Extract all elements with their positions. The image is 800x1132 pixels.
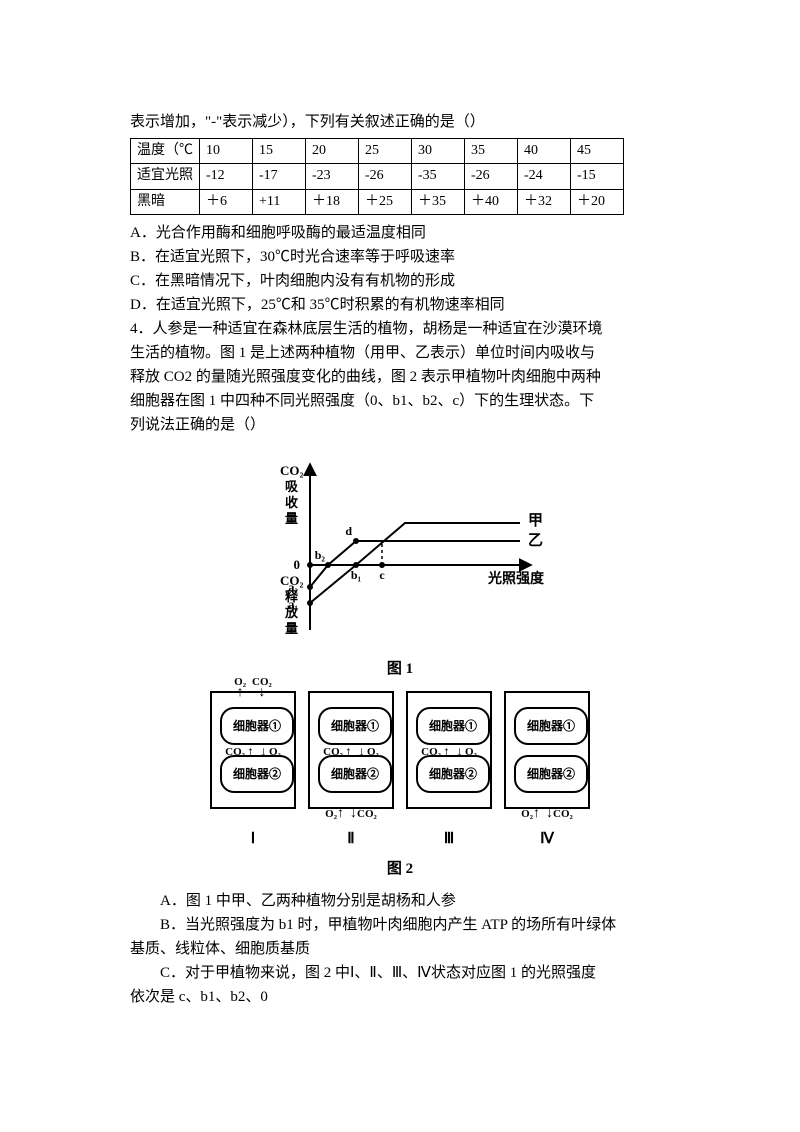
temperature-table: 温度（℃ 10 15 20 25 30 35 40 45 适宜光照 -12 -1… <box>130 138 624 215</box>
option-c: C．对于甲植物来说，图 2 中Ⅰ、Ⅱ、Ⅲ、Ⅳ状态对应图 1 的光照强度 <box>130 961 670 985</box>
option-a: A．图 1 中甲、乙两种植物分别是胡杨和人参 <box>130 889 670 913</box>
panel-label: Ⅳ <box>540 827 554 851</box>
panel: 细胞器①细胞器②O₂↑↓CO₂Ⅳ <box>504 691 590 851</box>
svg-text:b₂: b₂ <box>315 548 326 562</box>
panel: 细胞器①CO₂↑↓O₂细胞器②O₂↑↓CO₂Ⅱ <box>308 691 394 851</box>
organelle-1: 细胞器① <box>416 707 490 745</box>
fig2-caption: 图 2 <box>130 857 670 881</box>
svg-text:0: 0 <box>294 557 301 572</box>
svg-text:释: 释 <box>285 589 299 604</box>
option-c-cont: 依次是 c、b1、b2、0 <box>130 985 670 1009</box>
svg-text:量: 量 <box>285 511 298 526</box>
q4-options: A．图 1 中甲、乙两种植物分别是胡杨和人参 B．当光照强度为 b1 时，甲植物… <box>130 889 670 1009</box>
q3-options: A．光合作用酶和细胞呼吸酶的最适温度相同 B．在适宜光照下，30℃时光合速率等于… <box>130 221 670 317</box>
table-row: 黑暗 ＋6 +11 ＋18 ＋25 ＋35 ＋40 ＋32 ＋20 <box>131 189 624 214</box>
svg-text:CO₂: CO₂ <box>280 463 304 478</box>
option-b: B．在适宜光照下，30℃时光合速率等于呼吸速率 <box>130 245 670 269</box>
figure-1: 0 a₂ a₁ b₂ b₁ c d 甲 乙 光照强度 CO₂ 吸 收 量 CO₂… <box>130 445 670 653</box>
fig1-caption: 图 1 <box>130 657 670 681</box>
panel-label: Ⅰ <box>251 827 255 851</box>
option-d: D．在适宜光照下，25℃和 35℃时积累的有机物速率相同 <box>130 293 670 317</box>
option-b: B．当光照强度为 b1 时，甲植物叶肉细胞内产生 ATP 的场所有叶绿体 <box>130 913 670 937</box>
panel-label: Ⅱ <box>347 827 354 851</box>
page: 表示增加，"-"表示减少），下列有关叙述正确的是（） 温度（℃ 10 15 20… <box>0 0 800 1132</box>
svg-text:放: 放 <box>284 605 299 620</box>
organelle-2: 细胞器② <box>318 755 392 793</box>
panel: 细胞器①CO₂↑↓O₂细胞器②Ⅲ <box>406 691 492 851</box>
svg-text:光照强度: 光照强度 <box>487 570 545 587</box>
intro-line: 表示增加，"-"表示减少），下列有关叙述正确的是（） <box>130 110 670 134</box>
option-c: C．在黑暗情况下，叶肉细胞内没有有机物的形成 <box>130 269 670 293</box>
table-row: 温度（℃ 10 15 20 25 30 35 40 45 <box>131 139 624 164</box>
svg-text:b₁: b₁ <box>351 568 362 582</box>
figure-2: O₂↑CO₂↓细胞器①CO₂↑↓O₂细胞器②Ⅰ细胞器①CO₂↑↓O₂细胞器②O₂… <box>130 691 670 851</box>
svg-text:c: c <box>379 568 385 582</box>
organelle-2: 细胞器② <box>220 755 294 793</box>
panel: O₂↑CO₂↓细胞器①CO₂↑↓O₂细胞器②Ⅰ <box>210 691 296 851</box>
svg-text:乙: 乙 <box>528 533 543 549</box>
organelle-2: 细胞器② <box>416 755 490 793</box>
organelle-1: 细胞器① <box>220 707 294 745</box>
svg-text:甲: 甲 <box>528 512 543 529</box>
svg-text:收: 收 <box>285 495 299 510</box>
fig1-svg: 0 a₂ a₁ b₂ b₁ c d 甲 乙 光照强度 CO₂ 吸 收 量 CO₂… <box>230 445 570 645</box>
option-a: A．光合作用酶和细胞呼吸酶的最适温度相同 <box>130 221 670 245</box>
svg-text:d: d <box>345 524 352 538</box>
svg-text:吸: 吸 <box>285 479 299 494</box>
table-row: 适宜光照 -12 -17 -23 -26 -35 -26 -24 -15 <box>131 164 624 189</box>
organelle-2: 细胞器② <box>514 755 588 793</box>
panel-label: Ⅲ <box>444 827 454 851</box>
svg-text:CO₂: CO₂ <box>280 573 304 588</box>
option-b-cont: 基质、线粒体、细胞质基质 <box>130 937 670 961</box>
organelle-1: 细胞器① <box>514 707 588 745</box>
svg-text:量: 量 <box>285 621 298 636</box>
q4-stem: 4．人参是一种适宜在森林底层生活的植物，胡杨是一种适宜在沙漠环境 生活的植物。图… <box>130 317 670 437</box>
organelle-1: 细胞器① <box>318 707 392 745</box>
